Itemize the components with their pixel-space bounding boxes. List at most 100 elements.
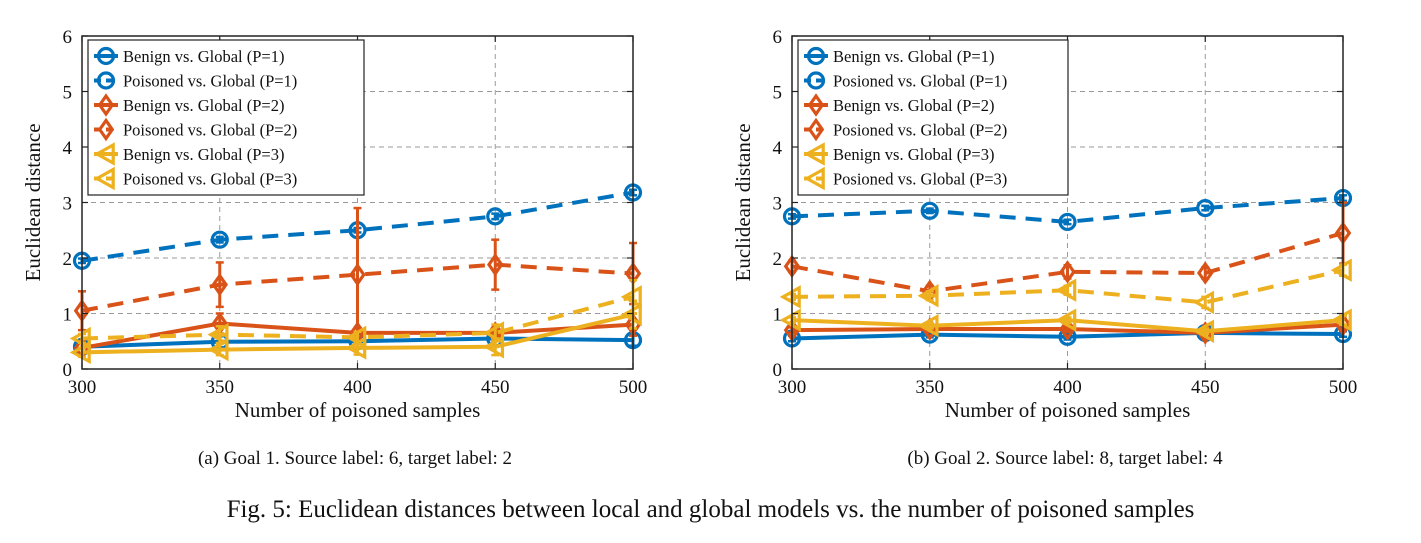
y-axis-label: Euclidean distance	[21, 123, 45, 281]
legend-marker	[93, 142, 115, 166]
x-tick-label: 400	[1053, 377, 1082, 398]
y-tick-label: 2	[63, 249, 73, 270]
legend-marker	[806, 71, 826, 90]
data-point	[1330, 308, 1352, 332]
legend-label: Benign vs. Global (P=1)	[833, 47, 994, 66]
chart-a: 300 350 400 450 500 0 1 2 3 4 5 6 Number of poisoned…	[21, 27, 648, 422]
series-line	[791, 268, 1344, 305]
legend-box	[87, 39, 365, 196]
data-point	[1192, 290, 1215, 315]
legend-label: Poisoned vs. Global (P=1)	[123, 72, 297, 91]
data-point	[1058, 212, 1077, 232]
series-line	[791, 196, 1344, 224]
series-line	[81, 262, 634, 313]
chart-b: 300 350 400 450 500 0 1 2 3 4 5 6 Number of poisoned…	[731, 27, 1358, 422]
data-point	[207, 337, 229, 362]
legend-marker	[97, 93, 115, 117]
x-axis-label: Number of poisoned samples	[945, 398, 1191, 422]
y-tick-label: 1	[63, 305, 73, 326]
data-point	[779, 308, 801, 332]
legend: Benign vs. Global (P=1) Posioned vs. Glob…	[797, 39, 1069, 196]
legend: Benign vs. Global (P=1) Poisoned vs. Glob…	[87, 39, 365, 196]
legend-marker	[96, 46, 116, 66]
y-tick-label: 2	[773, 249, 783, 270]
series-line	[791, 318, 1344, 334]
series-line	[791, 322, 1344, 335]
legend-label: Posioned vs. Global (P=3)	[833, 170, 1007, 189]
data-point	[69, 340, 91, 365]
subcaption-b: (b) Goal 2. Source label: 8, target labe…	[907, 448, 1223, 469]
x-tick-label: 450	[1191, 377, 1220, 398]
data-point	[1192, 319, 1215, 343]
x-tick-label: 350	[206, 377, 235, 398]
legend-label: Poisoned vs. Global (P=3)	[123, 170, 297, 189]
legend-marker	[807, 117, 825, 142]
data-point	[917, 284, 939, 308]
legend-marker	[806, 46, 826, 66]
subcaption-a: (a) Goal 1. Source label: 6, target labe…	[197, 448, 513, 469]
legend-label: Posioned vs. Global (P=1)	[833, 72, 1007, 91]
data-point	[207, 322, 229, 347]
series-line	[791, 231, 1344, 294]
data-point	[1055, 308, 1077, 332]
data-point	[486, 207, 505, 226]
data-point	[211, 272, 229, 297]
data-point	[349, 262, 366, 287]
y-tick-label: 5	[63, 83, 73, 104]
legend-label: Benign vs. Global (P=2)	[123, 96, 284, 115]
chart-panel-a: 300 350 400 450 500 0 1 2 3 4 5 6 Number of poisoned…	[0, 0, 710, 480]
data-point	[482, 321, 505, 345]
x-tick-label: 450	[481, 377, 510, 398]
data-point	[1330, 258, 1352, 282]
legend-marker	[807, 93, 825, 117]
legend-label: Posioned vs. Global (P=2)	[833, 121, 1007, 140]
legend-marker	[803, 166, 825, 191]
data-point	[69, 326, 91, 351]
data-point	[1196, 198, 1215, 218]
data-point	[1059, 260, 1076, 284]
data-point	[917, 313, 939, 338]
y-axis-label: Euclidean distance	[731, 123, 755, 281]
x-tick-label: 500	[1329, 377, 1358, 398]
x-tick-label: 400	[343, 377, 372, 398]
data-point	[1055, 278, 1077, 302]
x-tick-label: 350	[916, 377, 945, 398]
legend-marker	[93, 166, 115, 191]
series-line	[81, 190, 634, 263]
data-point	[345, 325, 367, 350]
data-point	[210, 230, 229, 249]
legend-marker	[803, 142, 825, 166]
legend-marker	[97, 117, 115, 142]
data-point	[486, 252, 504, 277]
legend-label: Benign vs. Global (P=2)	[833, 96, 994, 115]
x-axis-label: Number of poisoned samples	[235, 398, 481, 422]
data-point	[620, 285, 642, 309]
data-point	[1196, 261, 1214, 285]
legend-label: Benign vs. Global (P=1)	[123, 47, 284, 66]
series-line	[81, 312, 634, 355]
y-tick-label: 0	[63, 360, 73, 381]
series-5	[69, 278, 642, 351]
legend-label: Benign vs. Global (P=3)	[833, 145, 994, 164]
series-3	[73, 206, 642, 343]
x-tick-label: 300	[778, 377, 807, 398]
y-tick-label: 1	[773, 305, 783, 326]
legend-box	[797, 39, 1069, 196]
chart-panel-b: 300 350 400 450 500 0 1 2 3 4 5 6 Number of poisoned…	[710, 0, 1420, 480]
legend-label: Benign vs. Global (P=3)	[123, 145, 284, 164]
y-tick-label: 3	[773, 194, 783, 215]
y-tick-label: 6	[63, 27, 73, 48]
figure-caption: Fig. 5: Euclidean distances between loca…	[226, 496, 1195, 523]
y-tick-label: 4	[63, 138, 73, 159]
y-tick-label: 4	[773, 138, 783, 159]
x-tick-label: 500	[619, 377, 648, 398]
data-point	[920, 201, 939, 220]
legend-label: Poisoned vs. Global (P=2)	[123, 121, 297, 140]
y-tick-label: 0	[773, 360, 783, 381]
series-line	[81, 294, 634, 341]
y-tick-label: 5	[773, 83, 783, 104]
x-tick-label: 300	[68, 377, 97, 398]
data-point	[779, 285, 801, 309]
y-tick-label: 6	[773, 27, 783, 48]
series-4	[779, 308, 1352, 343]
